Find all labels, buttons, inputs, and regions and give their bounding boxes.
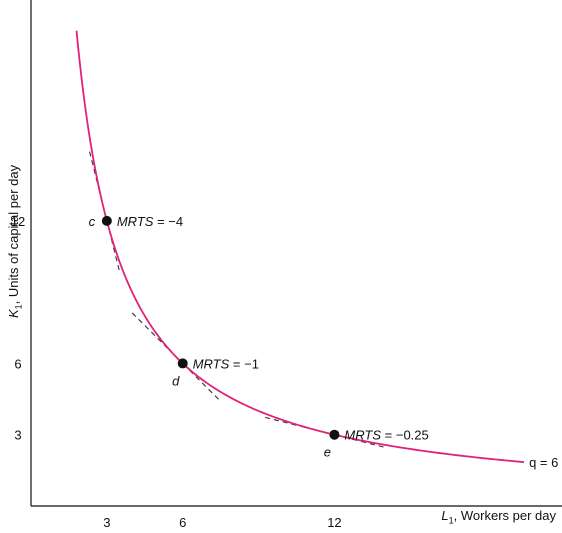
x-tick-label: 3: [103, 515, 110, 530]
point-c: [101, 215, 112, 226]
y-tick-label: 12: [11, 214, 25, 229]
tangent-line-e: [265, 416, 388, 449]
data-points: c MRTS = −4 d MRTS = −1 e MRTS = −0.25: [89, 214, 429, 460]
isoquant-curve-q6: [75, 30, 525, 464]
curve-label: q = 6: [529, 455, 558, 470]
point-d: [177, 358, 188, 369]
tick-labels: 3 6 12 3 6 12: [11, 214, 342, 530]
point-label-d: d: [172, 373, 180, 388]
axes: [30, 0, 562, 507]
x-tick-label: 12: [327, 515, 341, 530]
mrts-annotation-c: MRTS = −4: [117, 214, 183, 229]
x-tick-label: 6: [179, 515, 186, 530]
mrts-annotation-e: MRTS = −0.25: [344, 428, 428, 443]
y-tick-label: 3: [14, 428, 21, 443]
point-e: [329, 429, 340, 440]
mrts-annotation-d: MRTS = −1: [193, 356, 259, 371]
y-tick-label: 6: [14, 356, 21, 371]
x-axis-label: L1, Workers per day: [441, 508, 556, 526]
y-axis-label: K1, Units of capital per day: [6, 164, 24, 318]
tangent-lines: [89, 151, 388, 449]
point-label-c: c: [89, 214, 96, 229]
point-label-e: e: [324, 445, 331, 460]
